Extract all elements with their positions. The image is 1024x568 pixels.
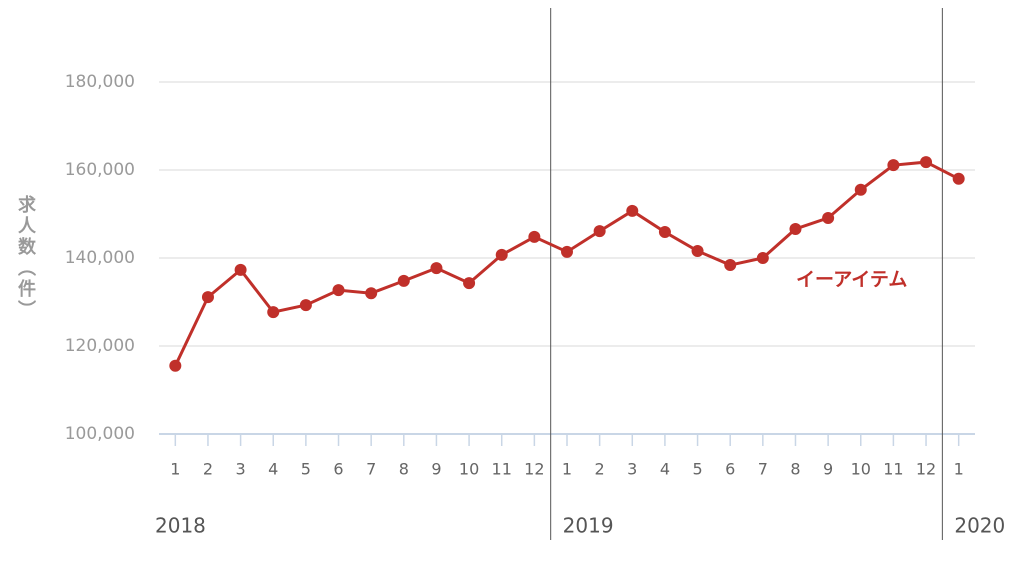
data-point bbox=[887, 159, 900, 172]
y-tick-label: 120,000 bbox=[65, 336, 135, 356]
x-tick-label: 8 bbox=[399, 460, 409, 479]
x-tick-label: 3 bbox=[236, 460, 246, 479]
y-tick-label: 180,000 bbox=[65, 72, 135, 92]
data-point bbox=[299, 299, 312, 312]
year-label: 2020 bbox=[954, 514, 1005, 538]
data-point bbox=[854, 183, 867, 196]
y-tick-label: 160,000 bbox=[65, 160, 135, 180]
data-point bbox=[724, 259, 737, 272]
x-tick-label: 4 bbox=[660, 460, 670, 479]
x-tick-label: 6 bbox=[333, 460, 343, 479]
data-point bbox=[495, 248, 508, 261]
x-tick-label: 10 bbox=[851, 460, 871, 479]
data-point bbox=[691, 244, 704, 257]
x-tick-label: 5 bbox=[301, 460, 311, 479]
data-point bbox=[201, 291, 214, 304]
x-tick-label: 1 bbox=[562, 460, 572, 479]
x-tick-label: 2 bbox=[595, 460, 605, 479]
x-tick-label: 4 bbox=[268, 460, 278, 479]
data-point bbox=[561, 245, 573, 258]
data-point bbox=[267, 306, 280, 319]
x-tick-label: 1 bbox=[170, 460, 180, 479]
x-tick-label: 3 bbox=[627, 460, 637, 479]
x-tick-label: 1 bbox=[954, 460, 964, 479]
year-label: 2018 bbox=[155, 514, 206, 538]
y-axis-title: 求人数（件） bbox=[15, 194, 36, 321]
data-point bbox=[920, 156, 933, 169]
series-label: イーアイテム bbox=[796, 269, 907, 291]
x-tick-label: 11 bbox=[492, 460, 512, 479]
data-point bbox=[169, 359, 182, 372]
data-point bbox=[332, 284, 345, 297]
data-point bbox=[952, 172, 965, 185]
x-tick-label: 6 bbox=[725, 460, 735, 479]
x-tick-label: 9 bbox=[431, 460, 441, 479]
data-point bbox=[593, 225, 606, 238]
data-point bbox=[463, 277, 476, 290]
data-point bbox=[658, 226, 671, 239]
data-point bbox=[756, 252, 769, 264]
x-tick-label: 12 bbox=[916, 460, 936, 479]
data-point bbox=[789, 222, 802, 235]
x-tick-label: 10 bbox=[459, 460, 479, 479]
x-tick-label: 7 bbox=[758, 460, 768, 479]
y-tick-label: 140,000 bbox=[65, 248, 135, 268]
x-tick-label: 7 bbox=[366, 460, 376, 479]
y-tick-label: 100,000 bbox=[65, 424, 135, 444]
x-tick-label: 5 bbox=[692, 460, 702, 479]
series-line bbox=[173, 160, 960, 367]
data-point bbox=[397, 274, 410, 287]
data-point bbox=[528, 230, 541, 243]
data-point bbox=[430, 262, 443, 275]
data-point bbox=[234, 263, 247, 276]
x-tick-label: 9 bbox=[823, 460, 833, 479]
x-tick-label: 11 bbox=[883, 460, 903, 479]
data-point bbox=[822, 211, 835, 224]
data-point bbox=[626, 204, 639, 217]
x-tick-label: 8 bbox=[790, 460, 800, 479]
data-point bbox=[365, 287, 378, 300]
x-tick-label: 12 bbox=[524, 460, 544, 479]
year-label: 2019 bbox=[563, 514, 614, 538]
x-tick-label: 2 bbox=[203, 460, 213, 479]
